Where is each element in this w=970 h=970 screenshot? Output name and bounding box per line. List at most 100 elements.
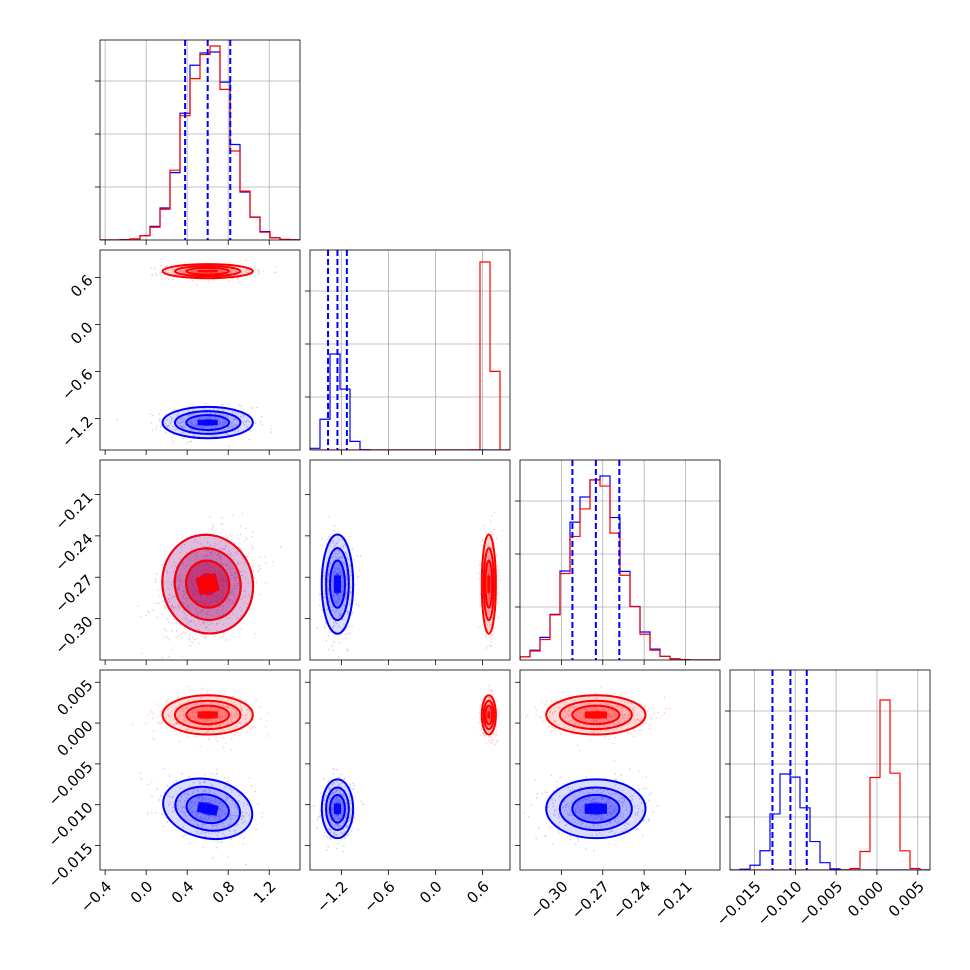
contour-line [329,793,346,824]
panel-frame [99,459,301,661]
panel-frame [729,669,931,871]
x-tick-label: −0.30 [526,878,571,923]
contour-line [185,266,231,276]
density-peak [197,269,218,273]
contour-line [329,559,346,609]
histogram-step [730,699,930,870]
scatter-points [116,402,272,447]
density-peak [487,575,491,593]
contour-line [185,414,231,431]
contour-line [320,533,355,635]
y-tick-label: −0.010 [45,799,97,851]
contour-line [545,778,647,840]
density-peak [487,711,491,719]
panel-frame [519,669,721,871]
x-tick-label: 0.000 [844,878,887,921]
histogram-step [100,51,300,240]
contour-line [173,265,242,278]
x-tick-label: −0.21 [651,878,696,923]
x-tick-label: 0.0 [127,878,157,908]
contour-line [161,694,254,736]
scatter-panel [305,459,511,665]
contour-line [482,699,495,731]
y-tick-label: 0.005 [53,676,96,719]
contour-line [558,699,633,731]
x-tick-label: 0.0 [416,878,446,908]
panel-frame [99,669,301,871]
density-peak [195,573,220,596]
contour-line [484,704,494,726]
histogram-panel [515,459,721,665]
scatter-panel [95,459,301,665]
contour-line [173,410,242,435]
panel-frame [99,249,301,451]
x-tick-label: 0.6 [463,878,493,908]
contour-line [482,547,495,622]
y-tick-label: −1.2 [58,412,96,450]
y-tick-label: 0.6 [67,271,97,301]
scatter-points [150,259,277,287]
contour-line [480,694,497,736]
y-tick-label: −0.015 [45,839,97,891]
histogram-panel [305,249,511,455]
y-tick-label: −0.24 [51,530,96,575]
histogram-step [310,261,510,450]
contour-line [571,793,621,824]
x-tick-label: −0.005 [794,878,846,930]
y-tick-label: 0.0 [67,318,97,348]
contour-line [325,547,350,622]
scatter-points [139,767,264,866]
contour-line [185,793,230,825]
y-tick-label: 0.000 [53,717,96,760]
scatter-points [132,685,269,751]
contour-line [484,559,494,609]
x-tick-label: −0.010 [754,878,806,930]
scatter-panel [95,669,301,875]
density-peak [584,711,608,719]
x-tick-label: 1.2 [250,878,280,908]
contour-line [161,263,254,280]
contour-line [558,786,633,832]
panel-frame [99,39,301,241]
contour-line [325,786,350,832]
density-peak [197,711,218,719]
panel-frame [519,459,721,661]
x-tick-label: −1.2 [313,878,351,916]
panel-frame [309,459,511,661]
y-tick-label: −0.27 [51,571,96,616]
panel-frame [309,249,511,451]
y-tick-label: −0.005 [45,758,97,810]
density-peak [197,419,218,426]
x-tick-label: −0.6 [360,878,398,916]
histogram-panel [725,669,931,875]
contour-line [185,559,231,609]
panel-frame [309,669,511,871]
density-peak [333,575,341,593]
density-peak [196,801,219,816]
x-tick-label: −0.4 [77,878,115,916]
scatter-panel [95,249,301,455]
scatter-panel [305,669,511,875]
contour-line [161,533,255,635]
x-tick-label: 0.4 [168,878,198,908]
contour-line [173,547,242,621]
contour-line [162,777,254,841]
scatter-panel [515,669,721,875]
x-tick-label: −0.27 [568,878,613,923]
x-tick-label: 0.8 [209,878,239,908]
y-tick-label: −0.30 [51,612,96,657]
contour-line [480,533,497,635]
x-tick-label: −0.015 [713,878,765,930]
contour-line [571,704,621,726]
contour-line [173,699,242,731]
contour-line [320,778,355,840]
histogram-panel [95,39,301,245]
density-peak [333,803,341,814]
contour-line [174,785,242,832]
density-peak [584,803,608,814]
histogram-step [730,773,930,870]
histogram-step [100,45,300,240]
contour-line [545,694,647,736]
y-tick-label: −0.6 [58,365,96,403]
